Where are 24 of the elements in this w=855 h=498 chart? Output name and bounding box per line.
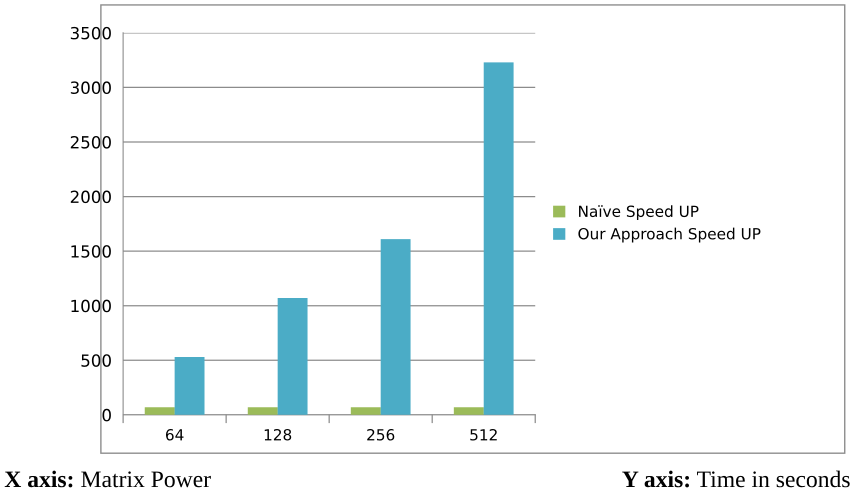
text: X axis: Matrix Power <box>4 470 211 488</box>
y-tick-label: 3000 <box>70 81 111 94</box>
legend-label: Our Approach Speed UP <box>578 228 760 242</box>
bar <box>484 62 514 415</box>
x-tick-label: 256 <box>367 428 394 441</box>
bar <box>350 407 381 415</box>
y-tick-label: 0 <box>102 408 111 422</box>
y-tick-label: 1000 <box>71 300 111 312</box>
bar <box>454 407 484 415</box>
y-tick-label: 3500 <box>70 26 111 40</box>
x-tick-label: 128 <box>264 428 292 441</box>
bar <box>380 239 411 415</box>
x-tick-label: 512 <box>470 428 497 441</box>
legend-label: Naïve Speed UP <box>579 205 698 220</box>
bar <box>174 356 205 415</box>
y-tick-label: 2000 <box>70 190 111 204</box>
x-tick-label: 64 <box>166 428 184 441</box>
text: Y axis: Time in seconds <box>622 470 850 488</box>
y-tick-label: 1500 <box>71 245 111 258</box>
bar <box>278 298 308 415</box>
y-tick-label: 500 <box>81 354 111 367</box>
bar <box>248 407 278 415</box>
bar <box>144 407 175 415</box>
y-tick-label: 2500 <box>70 136 111 149</box>
